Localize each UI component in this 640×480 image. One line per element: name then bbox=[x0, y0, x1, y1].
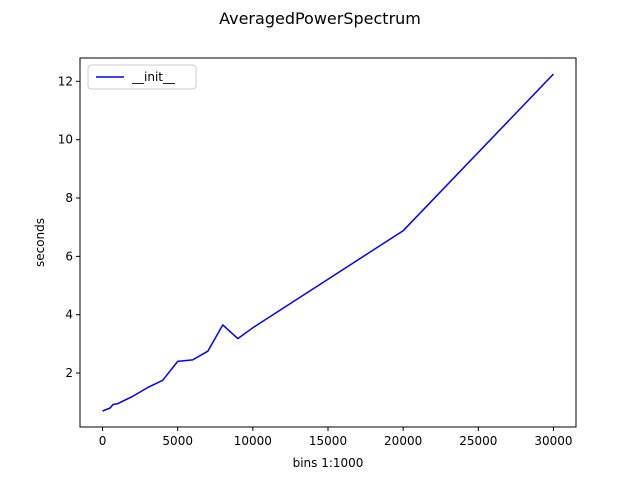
y-axis-label: seconds bbox=[33, 218, 47, 267]
x-tick-label: 15000 bbox=[309, 434, 347, 448]
y-tick-label: 8 bbox=[65, 191, 73, 205]
chart-title: AveragedPowerSpectrum bbox=[219, 9, 421, 28]
x-tick-label: 30000 bbox=[534, 434, 572, 448]
plot-area bbox=[79, 57, 577, 428]
legend-box bbox=[87, 64, 197, 90]
x-tick-label: 5000 bbox=[162, 434, 193, 448]
y-tick-label: 4 bbox=[65, 308, 73, 322]
legend: __init__ bbox=[87, 64, 197, 90]
y-tick-label: 12 bbox=[58, 74, 73, 88]
series-line bbox=[102, 73, 555, 412]
y-tick-label: 10 bbox=[58, 133, 73, 147]
axes-frame bbox=[79, 57, 577, 428]
legend-label: __init__ bbox=[131, 70, 176, 84]
x-tick-label: 10000 bbox=[234, 434, 272, 448]
series-layer bbox=[102, 73, 555, 412]
x-axis-label: bins 1:1000 bbox=[293, 456, 364, 470]
x-tick-label: 0 bbox=[99, 434, 107, 448]
x-tick-label: 20000 bbox=[384, 434, 422, 448]
y-tick-label: 6 bbox=[65, 249, 73, 263]
y-tick-label: 2 bbox=[65, 366, 73, 380]
x-tick-label: 25000 bbox=[459, 434, 497, 448]
x-axis: 0 5000 10000 15000 20000 25000 30000 bbox=[99, 427, 573, 448]
y-axis: 2 4 6 8 10 12 bbox=[58, 74, 80, 380]
